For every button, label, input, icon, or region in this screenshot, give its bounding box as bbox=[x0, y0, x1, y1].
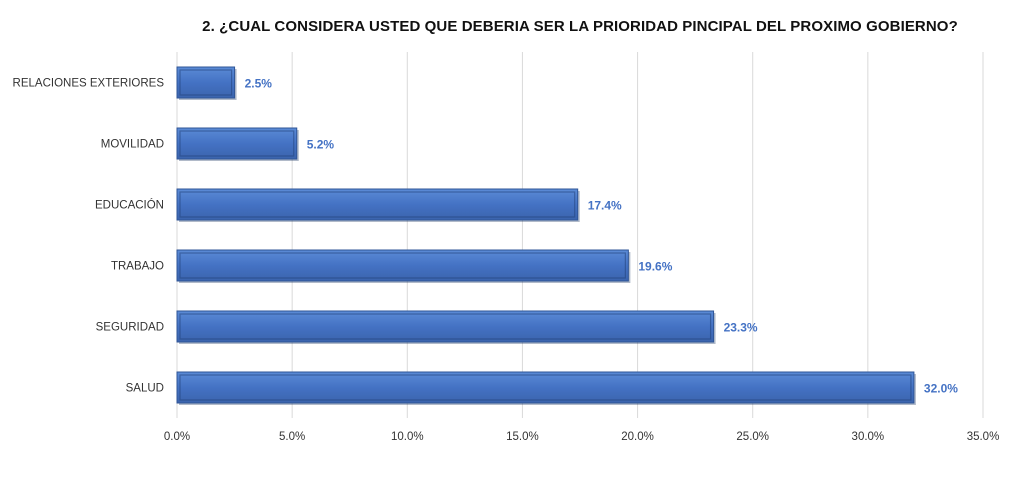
x-tick-label: 25.0% bbox=[736, 431, 769, 443]
bar bbox=[176, 66, 236, 99]
data-label: 17.4% bbox=[588, 199, 622, 213]
data-label: 2.5% bbox=[245, 77, 273, 91]
bar-bevel bbox=[179, 130, 295, 157]
labels: 0.0% 5.0% 10.0% 15.0% 20.0% 25.0% 30.0% 35.0% RE… bbox=[13, 77, 1000, 444]
bar-bevel bbox=[179, 313, 712, 340]
category-label: MOVILIDAD bbox=[101, 139, 164, 151]
category-label: SALUD bbox=[126, 383, 164, 395]
category-label: SEGURIDAD bbox=[96, 322, 164, 334]
bar bbox=[176, 249, 629, 282]
x-tick-label: 5.0% bbox=[279, 431, 305, 443]
bar-bevel bbox=[179, 374, 912, 401]
x-tick-label: 0.0% bbox=[164, 431, 190, 443]
grid-lines bbox=[176, 52, 984, 418]
data-label: 5.2% bbox=[307, 138, 335, 152]
chart-title: 2. ¿CUAL CONSIDERA USTED QUE DEBERIA SER… bbox=[202, 18, 958, 35]
x-tick-label: 35.0% bbox=[967, 431, 1000, 443]
x-tick-label: 10.0% bbox=[391, 431, 424, 443]
x-tick-label: 20.0% bbox=[621, 431, 654, 443]
bar bbox=[176, 188, 579, 221]
category-label: RELACIONES EXTERIORES bbox=[13, 78, 165, 90]
bar bbox=[176, 371, 915, 404]
x-tick-label: 30.0% bbox=[852, 431, 885, 443]
data-label: 32.0% bbox=[924, 382, 958, 396]
bar bbox=[176, 127, 298, 160]
bar-bevel bbox=[179, 69, 233, 96]
bar-bevel bbox=[179, 252, 626, 279]
data-label: 19.6% bbox=[638, 260, 672, 274]
bars bbox=[176, 66, 916, 405]
category-label: EDUCACIÓN bbox=[95, 199, 164, 212]
data-label: 23.3% bbox=[724, 321, 758, 335]
bar bbox=[176, 310, 715, 343]
x-tick-label: 15.0% bbox=[506, 431, 539, 443]
bar-bevel bbox=[179, 191, 576, 218]
category-label: TRABAJO bbox=[111, 261, 164, 273]
